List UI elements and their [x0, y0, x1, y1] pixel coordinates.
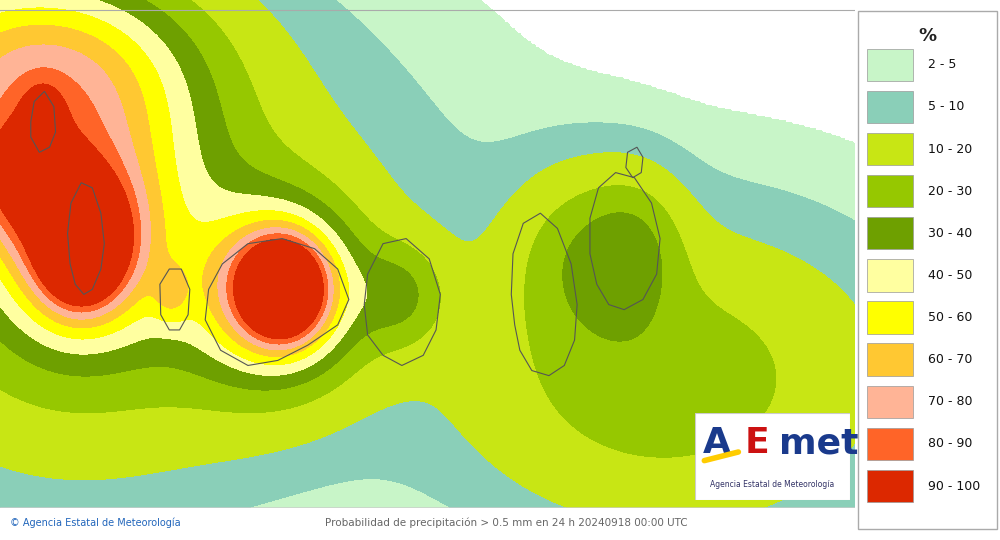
Text: Agencia Estatal de Meteorología: Agencia Estatal de Meteorología: [710, 480, 835, 489]
FancyBboxPatch shape: [867, 470, 913, 502]
FancyBboxPatch shape: [867, 91, 913, 123]
FancyBboxPatch shape: [867, 217, 913, 249]
FancyBboxPatch shape: [867, 428, 913, 460]
Text: 40 - 50: 40 - 50: [928, 269, 972, 282]
FancyBboxPatch shape: [867, 49, 913, 81]
FancyBboxPatch shape: [867, 175, 913, 207]
Text: © Agencia Estatal de Meteorología: © Agencia Estatal de Meteorología: [10, 517, 181, 528]
FancyBboxPatch shape: [695, 413, 850, 500]
Text: E: E: [745, 426, 769, 460]
FancyBboxPatch shape: [867, 301, 913, 334]
Text: 50 - 60: 50 - 60: [928, 311, 972, 324]
Text: 70 - 80: 70 - 80: [928, 395, 972, 408]
FancyBboxPatch shape: [867, 343, 913, 376]
Text: 20 - 30: 20 - 30: [928, 185, 972, 198]
Text: %: %: [918, 27, 937, 45]
FancyBboxPatch shape: [867, 133, 913, 165]
Text: A: A: [703, 426, 731, 460]
Text: 30 - 40: 30 - 40: [928, 227, 972, 240]
Text: met: met: [779, 426, 858, 460]
Text: 80 - 90: 80 - 90: [928, 437, 972, 450]
Text: Probabilidad de precipitación > 0.5 mm en 24 h 20240918 00:00 UTC: Probabilidad de precipitación > 0.5 mm e…: [325, 517, 688, 528]
Text: 2 - 5: 2 - 5: [928, 58, 956, 71]
Text: 90 - 100: 90 - 100: [928, 480, 980, 492]
Text: 60 - 70: 60 - 70: [928, 353, 972, 366]
Text: 10 - 20: 10 - 20: [928, 143, 972, 156]
FancyBboxPatch shape: [867, 386, 913, 418]
FancyBboxPatch shape: [867, 259, 913, 292]
Text: 5 - 10: 5 - 10: [928, 100, 964, 113]
